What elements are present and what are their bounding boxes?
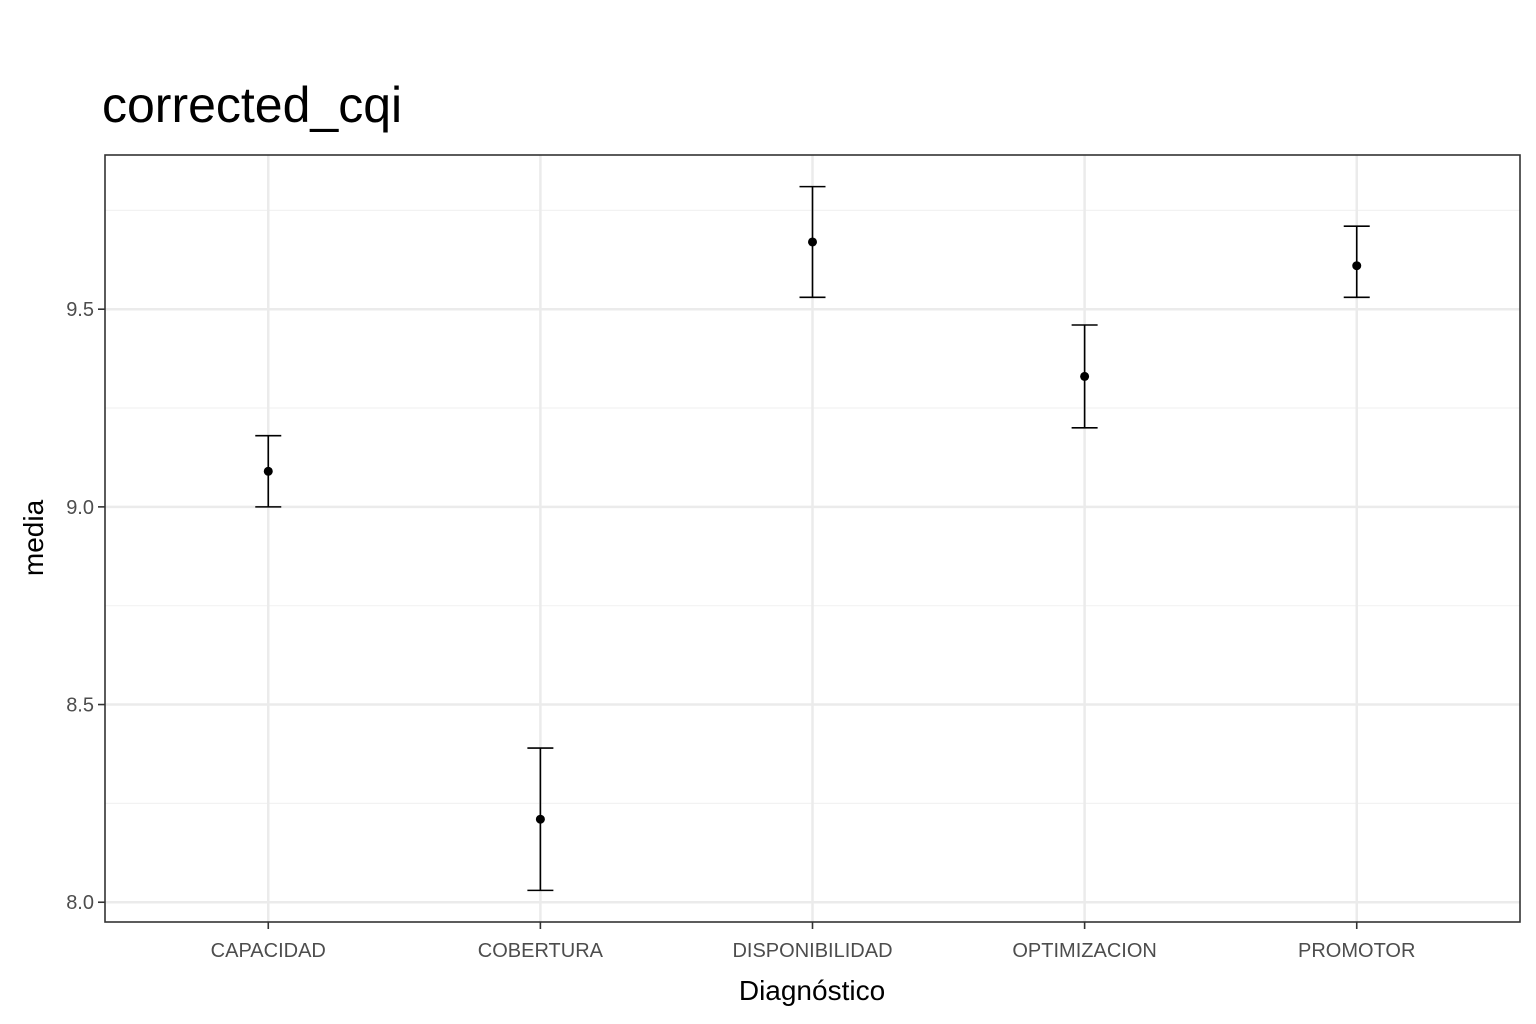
x-tick-label-1: COBERTURA	[478, 940, 604, 962]
x-tick-label-0: CAPACIDAD	[211, 940, 326, 962]
y-tick-label-3: 9.5	[66, 299, 94, 321]
y-tick-label-1: 8.5	[66, 695, 94, 717]
y-tick-label-2: 9.0	[66, 497, 94, 519]
data-layer	[255, 185, 1370, 892]
y-axis-title: media	[18, 499, 49, 576]
x-axis-title: Diagnóstico	[739, 975, 885, 1006]
mean-point-cobertura	[535, 814, 545, 824]
mean-point-disponibilidad	[808, 237, 817, 247]
chart-title: corrected_cqi	[102, 77, 402, 133]
mean-point-capacidad	[263, 466, 273, 476]
x-tick-label-2: DISPONIBILIDAD	[732, 940, 892, 962]
x-tick-label-3: OPTIMIZACION	[1012, 940, 1156, 962]
mean-point-optimizacion	[1080, 371, 1090, 381]
mean-point-promotor	[1352, 261, 1362, 271]
y-tick-label-0: 8.0	[66, 892, 94, 914]
axis-layer: 8.0 8.5 9.0 9.5 CAPACIDAD COBERTURA DISPONIBIL…	[66, 299, 1415, 962]
x-tick-label-4: PROMOTOR	[1298, 940, 1415, 962]
